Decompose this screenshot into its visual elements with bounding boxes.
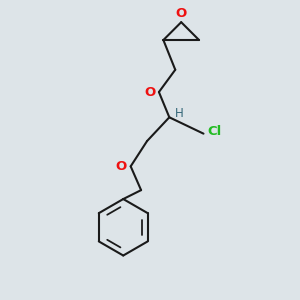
- Text: O: O: [145, 85, 156, 98]
- Text: O: O: [176, 7, 187, 20]
- Text: H: H: [175, 107, 183, 120]
- Text: O: O: [116, 160, 127, 173]
- Text: Cl: Cl: [207, 125, 221, 138]
